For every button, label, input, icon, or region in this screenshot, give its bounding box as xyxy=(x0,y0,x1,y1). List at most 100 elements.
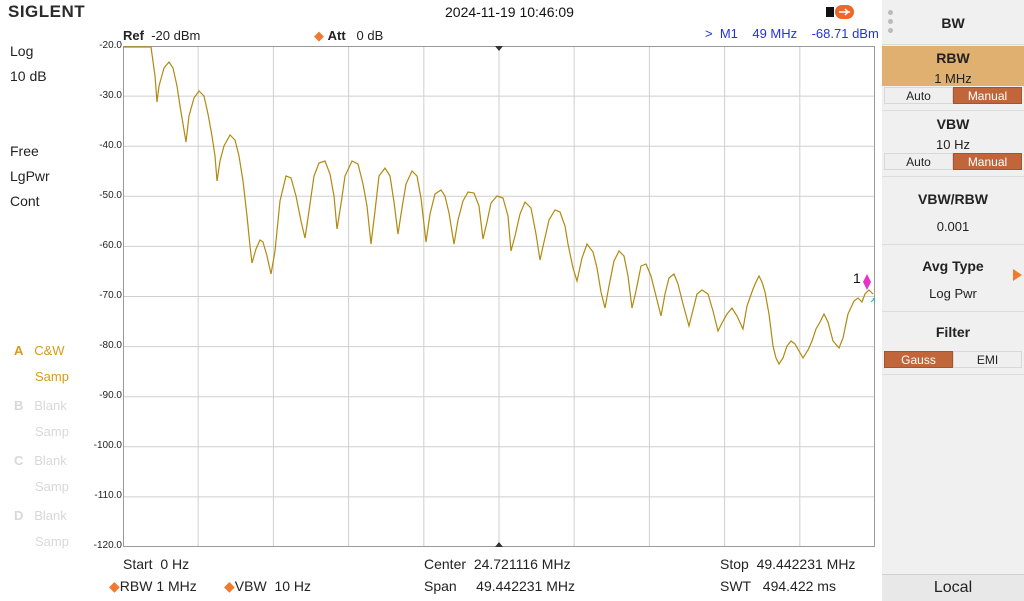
avg-type-label[interactable]: Avg Type xyxy=(922,258,984,274)
vbw-rbw-ratio-value: 0.001 xyxy=(936,219,970,234)
rbw-label: RBW xyxy=(119,578,153,594)
menu-title: BW xyxy=(941,15,965,31)
y-tick-label: -90.0 xyxy=(99,390,122,401)
attenuation[interactable]: ◆ Att 0 dB xyxy=(314,28,383,44)
siglent-logo: SIGLENT xyxy=(8,2,86,21)
trace-d-detector: Samp xyxy=(35,534,69,549)
trace-c[interactable]: C Blank xyxy=(14,453,67,468)
y-tick-label: -40.0 xyxy=(99,140,122,151)
center-value: 24.721116 MHz xyxy=(473,556,571,572)
start-label: Start xyxy=(123,556,153,572)
marker-level: -68.71 dBm xyxy=(811,26,879,41)
y-tick-label: -60.0 xyxy=(99,240,122,251)
trace-end-icon xyxy=(870,297,876,303)
y-tick-label: -30.0 xyxy=(99,90,122,101)
trace-a-letter: A xyxy=(14,343,24,358)
center-marker-top xyxy=(495,46,503,51)
trace-c-detector: Samp xyxy=(35,479,69,494)
filter-emi-option[interactable]: EMI xyxy=(953,351,1022,368)
y-tick-label: -120.0 xyxy=(93,540,122,551)
diamond-icon: ◆ xyxy=(109,578,120,594)
stop-value: 49.442231 MHz xyxy=(756,556,856,572)
vbw-label: VBW xyxy=(234,578,267,594)
vbw-softkey-label[interactable]: VBW xyxy=(936,116,970,132)
center-frequency[interactable]: Center 24.721116 MHz xyxy=(424,556,571,572)
softkey-panel: BW RBW 1 MHz Auto Manual VBW 10 Hz Auto … xyxy=(882,0,1024,601)
local-label: Local xyxy=(933,579,973,596)
y-tick-label: -50.0 xyxy=(99,190,122,201)
scale-division[interactable]: 10 dB xyxy=(10,68,47,84)
trace-b-letter: B xyxy=(14,398,24,413)
ref-label: Ref xyxy=(123,28,144,43)
diamond-icon: ◆ xyxy=(224,578,235,594)
trace-b-mode: Blank xyxy=(34,398,67,413)
y-tick-label: -100.0 xyxy=(93,440,122,451)
trace-a[interactable]: A C&W xyxy=(14,343,65,358)
ref-level[interactable]: Ref -20 dBm xyxy=(123,28,200,43)
diamond-icon: ◆ xyxy=(314,28,324,43)
sweep-mode[interactable]: Cont xyxy=(10,193,40,209)
stop-frequency[interactable]: Stop 49.442231 MHz xyxy=(720,556,855,572)
rbw-softkey-value: 1 MHz xyxy=(934,71,972,86)
start-value: 0 Hz xyxy=(160,556,190,572)
center-marker-bottom xyxy=(495,542,503,547)
top-bar xyxy=(0,0,880,24)
rbw-manual-option[interactable]: Manual xyxy=(953,87,1022,104)
trace-a-detector: Samp xyxy=(35,369,69,384)
marker-readout[interactable]: > M1 49 MHz -68.71 dBm xyxy=(705,26,879,41)
vbw-auto-manual-toggle[interactable]: Auto Manual xyxy=(884,153,1022,170)
rbw-softkey[interactable] xyxy=(882,46,1024,86)
rbw-softkey-label: RBW xyxy=(936,50,970,66)
ref-value: -20 dBm xyxy=(151,28,201,43)
trace-c-mode: Blank xyxy=(34,453,67,468)
scale-type[interactable]: Log xyxy=(10,43,34,59)
vbw-value: 10 Hz xyxy=(274,578,312,594)
avg-type-value: Log Pwr xyxy=(929,286,977,301)
swt-value: 494.422 ms xyxy=(762,578,836,594)
vbw-readout[interactable]: ◆VBW 10 Hz xyxy=(224,578,311,595)
swt-label: SWT xyxy=(720,578,752,594)
filter-label[interactable]: Filter xyxy=(935,324,971,340)
marker-number: 1 xyxy=(853,270,861,286)
span-value: 49.442231 MHz xyxy=(476,578,575,594)
marker-name: M1 xyxy=(719,26,738,41)
span-label: Span xyxy=(424,578,457,594)
start-frequency[interactable]: Start 0 Hz xyxy=(123,556,189,572)
trace-d[interactable]: D Blank xyxy=(14,508,67,523)
center-label: Center xyxy=(424,556,467,572)
drag-handle-icon[interactable] xyxy=(888,10,894,36)
spectrum-display[interactable] xyxy=(123,46,876,547)
marker-diamond-icon xyxy=(863,274,871,290)
spectrum-plot xyxy=(123,46,876,547)
rbw-auto-option[interactable]: Auto xyxy=(884,87,953,104)
datetime: 2024-11-19 10:46:09 xyxy=(445,4,574,20)
local-button[interactable]: Local xyxy=(882,574,1024,601)
trace-d-letter: D xyxy=(14,508,24,523)
vbw-manual-option[interactable]: Manual xyxy=(953,153,1022,170)
stop-label: Stop xyxy=(720,556,749,572)
sweep-time[interactable]: SWT 494.422 ms xyxy=(720,578,836,594)
trace-a-mode: C&W xyxy=(34,343,65,358)
vbw-rbw-ratio-label[interactable]: VBW/RBW xyxy=(918,191,988,207)
y-tick-label: -80.0 xyxy=(99,340,122,351)
rbw-readout[interactable]: ◆RBW 1 MHz xyxy=(109,578,197,595)
rbw-auto-manual-toggle[interactable]: Auto Manual xyxy=(884,87,1022,104)
trace-d-mode: Blank xyxy=(34,508,67,523)
grid xyxy=(123,46,875,547)
usb-icon xyxy=(826,5,854,19)
y-tick-label: -70.0 xyxy=(99,290,122,301)
rbw-value: 1 MHz xyxy=(156,578,197,594)
vbw-auto-option[interactable]: Auto xyxy=(884,153,953,170)
filter-toggle[interactable]: Gauss EMI xyxy=(884,351,1022,368)
trigger-mode[interactable]: Free xyxy=(10,143,39,159)
trace-b-detector: Samp xyxy=(35,424,69,439)
submenu-arrow-icon xyxy=(1013,269,1022,281)
vbw-softkey-value: 10 Hz xyxy=(936,137,970,152)
span-readout[interactable]: Span 49.442231 MHz xyxy=(424,578,575,594)
detector-mode[interactable]: LgPwr xyxy=(10,168,50,184)
trace-b[interactable]: B Blank xyxy=(14,398,67,413)
att-label: Att xyxy=(327,28,346,43)
trace-c-letter: C xyxy=(14,453,24,468)
trace-a-curve xyxy=(123,46,874,366)
filter-gauss-option[interactable]: Gauss xyxy=(884,351,953,368)
